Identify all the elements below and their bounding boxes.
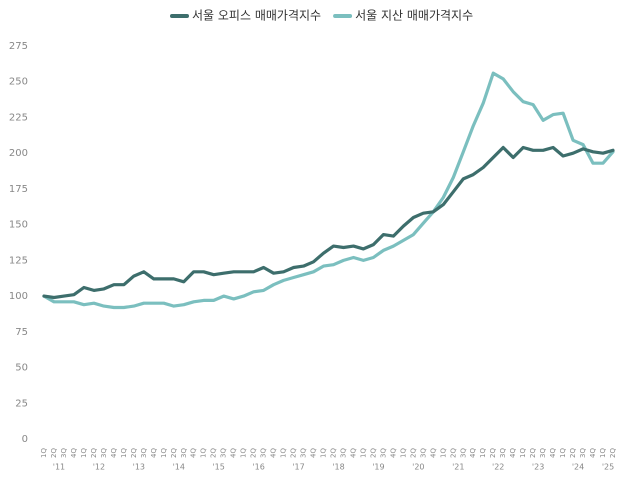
year-label: '18 bbox=[332, 463, 344, 472]
x-tick-label: 2Q bbox=[489, 448, 497, 458]
year-label: '19 bbox=[372, 463, 384, 472]
year-label: '13 bbox=[133, 463, 145, 472]
x-tick-label: 4Q bbox=[150, 448, 158, 458]
y-tick-label: 0 bbox=[22, 434, 28, 445]
year-label: '11 bbox=[53, 463, 65, 472]
line bbox=[42, 145, 615, 300]
legend-label: 서울 오피스 매매가격지수 bbox=[192, 9, 321, 23]
x-tick-label: 4Q bbox=[230, 448, 238, 458]
year-label: '12 bbox=[93, 463, 105, 472]
x-tick-label: 1Q bbox=[559, 448, 567, 458]
x-tick-label: 2Q bbox=[529, 448, 537, 458]
x-tick-label: 4Q bbox=[190, 448, 198, 458]
y-tick-label: 225 bbox=[9, 112, 28, 123]
x-tick-label: 2Q bbox=[170, 448, 178, 458]
x-tick-label: 2Q bbox=[449, 448, 457, 458]
x-tick-label: 2Q bbox=[50, 448, 58, 458]
x-tick-label: 1Q bbox=[439, 448, 447, 458]
y-tick-label: 75 bbox=[15, 327, 28, 338]
legend-label: 서울 지산 매매가격지수 bbox=[355, 9, 473, 23]
line bbox=[42, 71, 615, 310]
x-tick-label: 3Q bbox=[220, 448, 228, 458]
x-tick-label: 2Q bbox=[130, 448, 138, 458]
year-label: '16 bbox=[252, 463, 264, 472]
y-tick-label: 275 bbox=[9, 41, 28, 52]
x-tick-label: 1Q bbox=[80, 448, 88, 458]
x-tick-label: 4Q bbox=[549, 448, 557, 458]
x-tick-label: 1Q bbox=[200, 448, 208, 458]
x-tick-label: 4Q bbox=[70, 448, 78, 458]
year-label: '17 bbox=[292, 463, 304, 472]
x-tick-label: 2Q bbox=[609, 448, 617, 458]
year-label: '24 bbox=[572, 463, 584, 472]
x-tick-label: 2Q bbox=[90, 448, 98, 458]
y-tick-label: 25 bbox=[15, 398, 28, 409]
x-tick-label: 1Q bbox=[519, 448, 527, 458]
year-label: '20 bbox=[412, 463, 424, 472]
x-tick-label: 3Q bbox=[499, 448, 507, 458]
x-tick-label: 1Q bbox=[359, 448, 367, 458]
x-tick-label: 1Q bbox=[160, 448, 168, 458]
x-tick-label: 2Q bbox=[369, 448, 377, 458]
x-tick-label: 2Q bbox=[329, 448, 337, 458]
year-label: '21 bbox=[452, 463, 464, 472]
y-tick-label: 50 bbox=[15, 363, 28, 374]
x-tick-label: 4Q bbox=[349, 448, 357, 458]
x-tick-label: 4Q bbox=[509, 448, 517, 458]
y-tick-label: 200 bbox=[9, 148, 28, 159]
x-tick-label: 4Q bbox=[429, 448, 437, 458]
x-tick-label: 1Q bbox=[320, 448, 328, 458]
y-tick-label: 250 bbox=[9, 77, 28, 88]
x-tick-label: 2Q bbox=[569, 448, 577, 458]
x-tick-label: 3Q bbox=[539, 448, 547, 458]
x-tick-label: 3Q bbox=[260, 448, 268, 458]
x-tick-label: 3Q bbox=[459, 448, 467, 458]
x-tick-label: 3Q bbox=[379, 448, 387, 458]
x-tick-label: 1Q bbox=[40, 448, 48, 458]
x-tick-label: 3Q bbox=[180, 448, 188, 458]
x-tick-label: 4Q bbox=[589, 448, 597, 458]
x-tick-label: 3Q bbox=[579, 448, 587, 458]
x-tick-label: 3Q bbox=[100, 448, 108, 458]
x-tick-label: 2Q bbox=[250, 448, 258, 458]
x-tick-label: 2Q bbox=[409, 448, 417, 458]
x-tick-label: 1Q bbox=[479, 448, 487, 458]
x-tick-label: 4Q bbox=[389, 448, 397, 458]
x-tick-label: 1Q bbox=[240, 448, 248, 458]
x-tick-label: 3Q bbox=[300, 448, 308, 458]
x-tick-label: 3Q bbox=[419, 448, 427, 458]
x-tick-label: 2Q bbox=[210, 448, 218, 458]
x-tick-label: 4Q bbox=[310, 448, 318, 458]
year-label: '23 bbox=[532, 463, 544, 472]
year-label: '14 bbox=[173, 463, 185, 472]
x-tick-label: 4Q bbox=[110, 448, 118, 458]
x-tick-label: 3Q bbox=[339, 448, 347, 458]
x-tick-label: 4Q bbox=[469, 448, 477, 458]
x-tick-label: 3Q bbox=[60, 448, 68, 458]
y-tick-label: 100 bbox=[9, 291, 28, 302]
x-tick-label: 4Q bbox=[270, 448, 278, 458]
year-label: '25 bbox=[602, 463, 614, 472]
x-tick-label: 1Q bbox=[120, 448, 128, 458]
y-tick-label: 175 bbox=[9, 184, 28, 195]
x-tick-label: 1Q bbox=[599, 448, 607, 458]
legend: 서울 오피스 매매가격지수 서울 지산 매매가격지수 bbox=[170, 9, 473, 23]
year-label: '15 bbox=[212, 463, 224, 472]
x-tick-label: 1Q bbox=[280, 448, 288, 458]
y-tick-label: 150 bbox=[9, 220, 28, 231]
x-tick-label: 2Q bbox=[290, 448, 298, 458]
year-label: '22 bbox=[492, 463, 504, 472]
y-tick-label: 125 bbox=[9, 255, 28, 266]
x-tick-label: 3Q bbox=[140, 448, 148, 458]
x-tick-label: 1Q bbox=[399, 448, 407, 458]
